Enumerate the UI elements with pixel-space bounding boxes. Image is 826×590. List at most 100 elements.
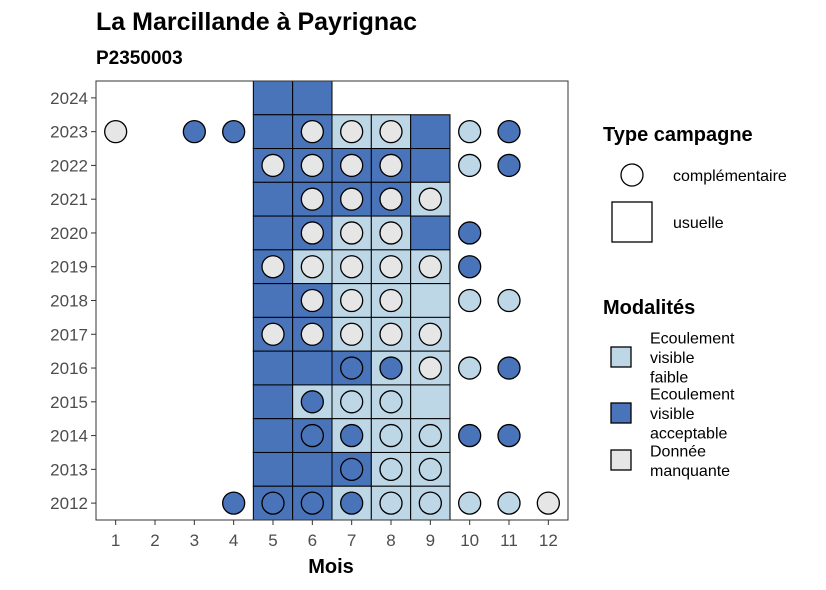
point-2012-8: [379, 491, 403, 515]
point-2014-10: [458, 423, 482, 448]
x-tick-label: 10: [460, 531, 479, 550]
chart-title: La Marcillande à Payrignac: [96, 8, 417, 36]
heatmap-cell-2013-6: [292, 451, 333, 487]
heatmap-cell-2023-5: [252, 114, 294, 150]
point-2023-8: [379, 120, 403, 144]
point-2021-7: [340, 187, 364, 211]
heatmap-cell-2020-5: [252, 215, 294, 251]
heatmap-cell-2021-5: [252, 181, 294, 217]
y-tick-label: 2012: [50, 494, 88, 513]
y-tick-label: 2018: [50, 292, 88, 311]
point-2012-9: [418, 491, 442, 515]
point-2017-9: [418, 322, 442, 346]
point-2019-9: [418, 255, 442, 279]
legend-fill-title: Modalités: [603, 297, 695, 319]
x-axis: 1 2 3 4 5 6 7 8 9 10 11 12: [111, 520, 558, 550]
point-2016-9: [418, 356, 442, 380]
y-tick-label: 2016: [50, 359, 88, 378]
x-tick-label: 8: [386, 531, 395, 550]
x-tick-label: 12: [539, 531, 558, 550]
y-tick-label: 2014: [50, 427, 88, 446]
y-tick-label: 2023: [50, 123, 88, 142]
point-2017-5: [261, 322, 285, 346]
y-axis: 2024 2023 2022 2021 2020 2019 2018 2017 2016 2015…: [50, 89, 96, 513]
point-2018-8: [379, 288, 403, 313]
point-2022-10: [458, 153, 482, 178]
point-2023-10: [458, 120, 482, 144]
point-2017-7: [340, 322, 364, 346]
chart-subtitle: P2350003: [96, 48, 183, 69]
point-2020-7: [340, 221, 364, 245]
point-2022-8: [379, 153, 403, 178]
point-2020-10: [458, 221, 482, 245]
heatmap-cell-2023-9: [410, 114, 451, 150]
point-2022-7: [340, 153, 364, 178]
legend: Type campagne complémentaire usuelle Modali…: [603, 124, 787, 480]
legend-fill-key-faible: [610, 346, 632, 368]
heatmap-cell-2024-5: [252, 80, 294, 116]
y-tick-label: 2024: [50, 89, 88, 108]
x-axis-label: Mois: [308, 556, 354, 578]
point-2021-8: [379, 187, 403, 211]
heatmap-cell-2020-9: [410, 215, 451, 251]
point-2016-11: [497, 356, 521, 380]
heatmap-cell-2024-6: [292, 80, 333, 116]
heatmap-cell-2016-6: [292, 350, 333, 386]
point-2014-7: [340, 423, 364, 448]
point-2015-7: [340, 390, 364, 414]
heatmap-cell-2018-5: [252, 283, 294, 318]
point-2016-10: [458, 356, 482, 380]
point-2023-3: [182, 120, 206, 144]
point-2023-6: [300, 120, 324, 144]
point-2014-6: [300, 423, 324, 448]
point-2018-10: [458, 288, 482, 313]
point-2012-4: [222, 491, 246, 515]
legend-square-key: [611, 201, 653, 243]
point-2022-5: [261, 153, 285, 178]
legend-fill-key-acceptable: [610, 402, 632, 424]
heatmap-cell-2018-9: [410, 283, 451, 318]
legend-fill-label-line: visible: [650, 350, 695, 367]
x-tick-label: 4: [229, 531, 238, 550]
legend-shape-label: usuelle: [673, 215, 724, 232]
x-tick-label: 5: [268, 531, 277, 550]
y-tick-label: 2019: [50, 258, 88, 277]
point-2019-8: [379, 255, 403, 279]
x-tick-label: 1: [111, 531, 120, 550]
heatmap-cell-2015-5: [252, 384, 294, 420]
point-2014-8: [379, 423, 403, 448]
point-2020-6: [300, 221, 324, 245]
circles-layer: [104, 120, 560, 515]
point-2023-11: [497, 120, 521, 144]
point-2023-4: [222, 120, 246, 144]
point-2012-5: [261, 491, 285, 515]
point-2014-11: [497, 423, 521, 448]
point-2013-8: [379, 457, 403, 481]
legend-circle-key: [620, 163, 644, 187]
heatmap-cell-2015-9: [410, 384, 451, 420]
legend-shape-label: complémentaire: [673, 168, 787, 185]
legend-fill-label-line: faible: [650, 370, 688, 387]
point-2021-9: [418, 187, 442, 211]
y-tick-label: 2020: [50, 224, 88, 243]
y-tick-label: 2021: [50, 190, 88, 209]
y-tick-label: 2022: [50, 156, 88, 175]
point-2018-6: [300, 288, 324, 313]
y-tick-label: 2017: [50, 325, 88, 344]
point-2018-7: [340, 288, 364, 313]
x-tick-label: 7: [347, 531, 356, 550]
point-2023-1: [104, 120, 128, 144]
x-tick-label: 2: [150, 531, 159, 550]
point-2019-7: [340, 255, 364, 279]
point-2015-8: [379, 390, 403, 414]
y-tick-label: 2015: [50, 393, 88, 412]
point-2023-7: [340, 120, 364, 144]
point-2019-10: [458, 255, 482, 279]
legend-fill-label-line: visible: [650, 406, 695, 423]
point-2013-7: [340, 457, 364, 481]
point-2019-6: [300, 255, 324, 279]
heatmap-cell-2022-9: [410, 148, 451, 183]
point-2019-5: [261, 255, 285, 279]
heatmap-cell-2016-5: [252, 350, 294, 386]
